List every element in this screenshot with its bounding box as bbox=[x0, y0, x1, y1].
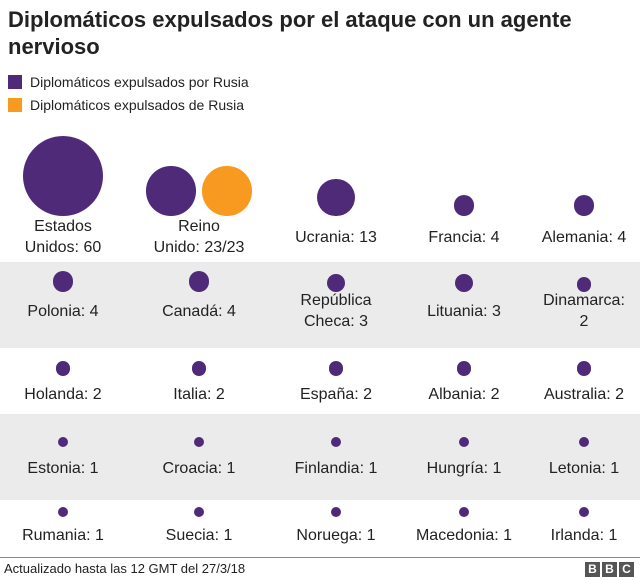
country-label: Holanda: 2 bbox=[24, 385, 102, 403]
bubble-expelled-from-russia bbox=[330, 506, 342, 517]
country-label: España: 2 bbox=[299, 385, 373, 403]
bubble-expelled-by-russia bbox=[202, 166, 252, 216]
bubble-expelled-from-russia bbox=[573, 195, 595, 216]
country-label: Suecia: 1 bbox=[165, 526, 233, 544]
bubble-expelled-from-russia bbox=[57, 436, 69, 447]
bbc-logo-letter: B bbox=[585, 562, 600, 577]
row-band bbox=[0, 262, 640, 348]
bubble-expelled-from-russia bbox=[455, 274, 473, 292]
bubble-expelled-from-russia bbox=[458, 506, 470, 517]
bubble-expelled-from-russia bbox=[191, 361, 207, 376]
bbc-logo-letter: C bbox=[619, 562, 634, 577]
country-label: Lituania: 3 bbox=[427, 302, 501, 320]
bubble-expelled-from-russia bbox=[52, 271, 74, 292]
bubble-expelled-from-russia bbox=[330, 436, 342, 447]
bubble-expelled-from-russia bbox=[57, 506, 69, 517]
legend-item-by-russia: Diplomáticos expulsados por Rusia bbox=[8, 74, 249, 90]
bubble-expelled-from-russia bbox=[188, 271, 210, 292]
country-label: Reino Unido: 23/23 bbox=[153, 218, 245, 256]
bubble-expelled-from-russia bbox=[456, 361, 472, 376]
bubble-expelled-from-russia bbox=[317, 178, 355, 216]
bubble-expelled-from-russia bbox=[576, 277, 592, 292]
legend-label: Diplomáticos expulsados de Rusia bbox=[30, 97, 244, 113]
bubble-expelled-from-russia bbox=[453, 195, 475, 216]
legend-label: Diplomáticos expulsados por Rusia bbox=[30, 74, 249, 90]
legend-swatch-purple bbox=[8, 75, 22, 89]
country-label: Francia: 4 bbox=[428, 228, 500, 246]
bbc-logo: B B C bbox=[585, 562, 634, 577]
country-label: Ucrania: 13 bbox=[295, 228, 377, 246]
country-label: Rumania: 1 bbox=[22, 526, 104, 544]
bubble-expelled-from-russia bbox=[328, 361, 344, 376]
bubble-expelled-from-russia bbox=[193, 436, 205, 447]
bubble-expelled-from-russia bbox=[55, 361, 71, 376]
country-label: Letonia: 1 bbox=[548, 459, 620, 477]
chart-title: Diplomáticos expulsados por el ataque co… bbox=[8, 7, 572, 59]
country-label: Croacia: 1 bbox=[162, 459, 236, 477]
bubble-expelled-from-russia bbox=[458, 436, 470, 447]
country-label: Finlandia: 1 bbox=[294, 459, 378, 477]
bubble-expelled-from-russia bbox=[576, 361, 592, 376]
legend-swatch-orange bbox=[8, 98, 22, 112]
bubble-expelled-from-russia bbox=[578, 506, 590, 517]
country-label: Polonia: 4 bbox=[27, 302, 99, 320]
bubble-expelled-from-russia bbox=[23, 136, 103, 216]
country-label: Albania: 2 bbox=[428, 385, 500, 403]
bubble-expelled-from-russia bbox=[327, 274, 345, 292]
bubble-expelled-from-russia bbox=[193, 506, 205, 517]
footer-note: Actualizado hasta las 12 GMT del 27/3/18 bbox=[4, 561, 246, 576]
bbc-logo-letter: B bbox=[602, 562, 617, 577]
footer-divider bbox=[0, 557, 640, 558]
country-label: Estonia: 1 bbox=[27, 459, 99, 477]
country-label: Estados Unidos: 60 bbox=[24, 218, 102, 256]
country-label: Macedonia: 1 bbox=[415, 526, 513, 544]
country-label: Hungría: 1 bbox=[426, 459, 502, 477]
country-label: Italia: 2 bbox=[173, 385, 225, 403]
legend-item-from-russia: Diplomáticos expulsados de Rusia bbox=[8, 97, 244, 113]
country-label: Australia: 2 bbox=[543, 385, 625, 403]
row-band bbox=[0, 414, 640, 500]
country-label: Dinamarca: 2 bbox=[543, 292, 625, 330]
country-label: República Checa: 3 bbox=[300, 292, 372, 330]
country-label: Noruega: 1 bbox=[296, 526, 376, 544]
country-label: Alemania: 4 bbox=[541, 228, 627, 246]
bubble-expelled-from-russia bbox=[578, 436, 590, 447]
country-label: Irlanda: 1 bbox=[550, 526, 618, 544]
bubble-expelled-from-russia bbox=[146, 166, 196, 216]
country-label: Canadá: 4 bbox=[162, 302, 236, 320]
